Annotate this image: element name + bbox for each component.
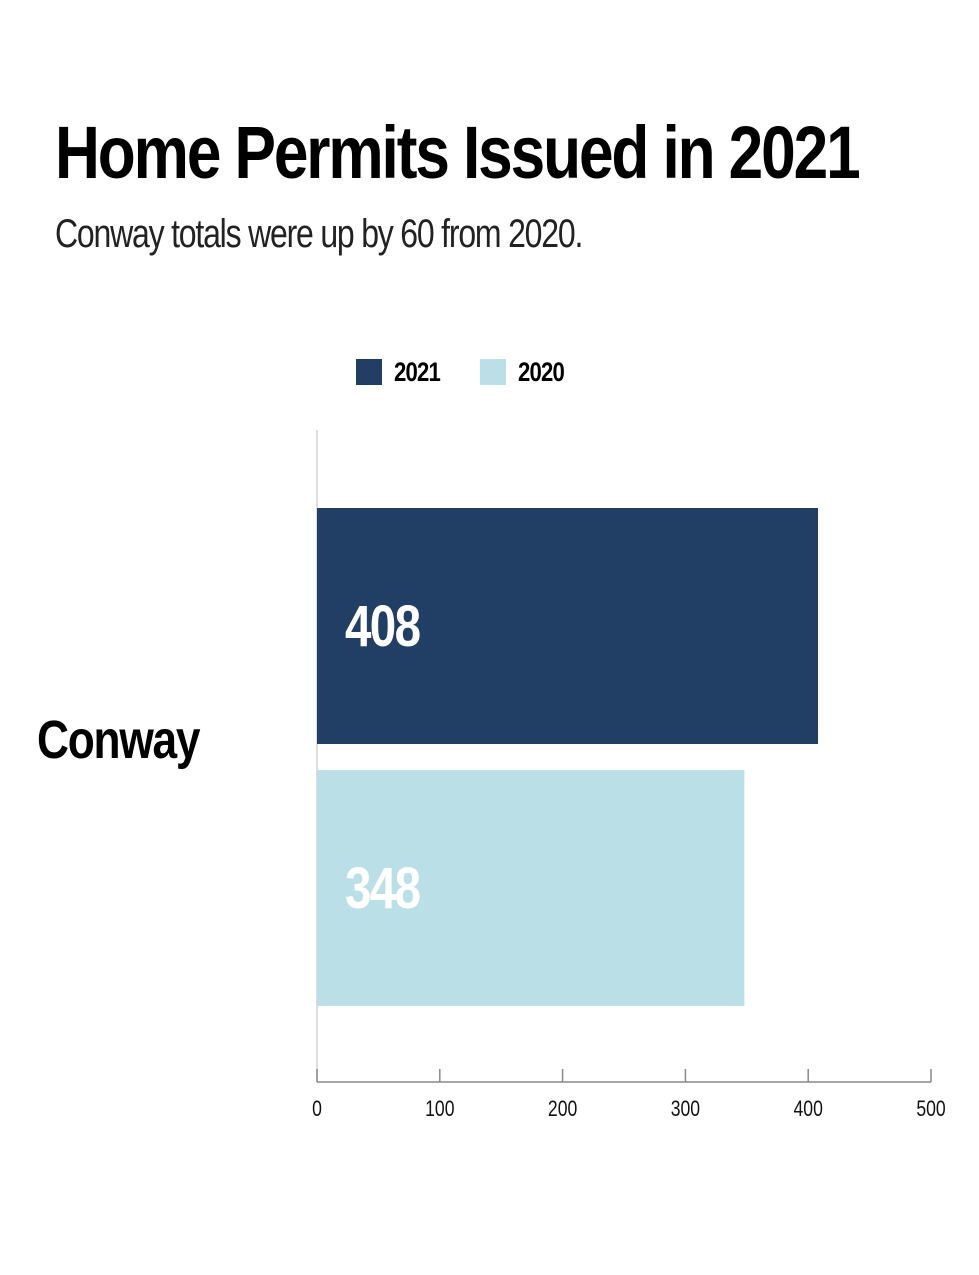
legend-swatch-2020 [480, 359, 506, 385]
legend-item-2020: 2020 [480, 357, 578, 388]
legend-item-2021: 2021 [356, 357, 454, 388]
x-tick-label-0: 0 [312, 1097, 322, 1121]
legend-swatch-2021 [356, 359, 382, 385]
x-tick-label-300: 300 [671, 1097, 700, 1121]
bar-2021 [317, 508, 819, 744]
chart-legend: 2021 2020 [356, 356, 604, 388]
x-tick-label-500: 500 [916, 1097, 945, 1121]
data-label-2021: 408 [345, 595, 420, 660]
data-label-2020: 348 [345, 857, 420, 922]
legend-label-2020: 2020 [518, 356, 565, 387]
legend-label-2021: 2021 [394, 356, 441, 387]
x-tick-label-400: 400 [794, 1097, 823, 1121]
x-tick-label-100: 100 [425, 1097, 454, 1121]
bar-2020 [317, 770, 745, 1006]
x-tick-label-200: 200 [548, 1097, 577, 1121]
chart-subtitle: Conway totals were up by 60 from 2020. [55, 212, 583, 256]
category-label: Conway [37, 710, 201, 770]
chart-title: Home Permits Issued in 2021 [55, 111, 861, 194]
